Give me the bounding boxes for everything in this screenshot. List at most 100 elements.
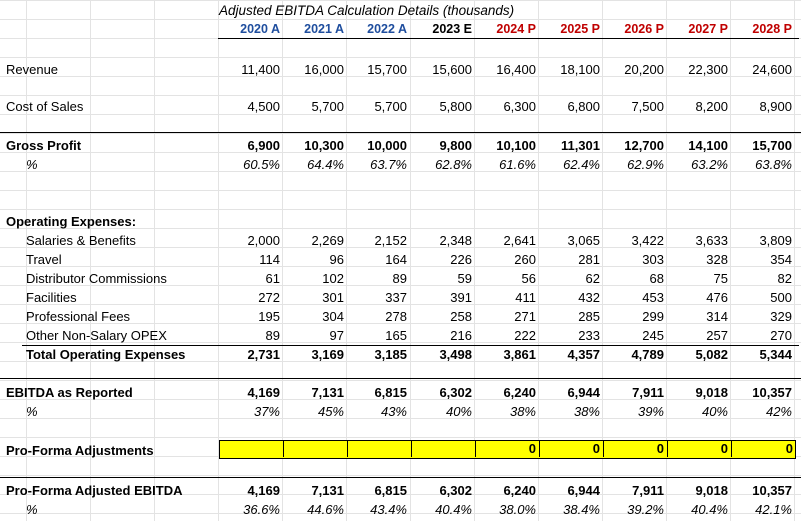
opex-item-2-value-6: 68 [649,271,664,286]
gross-profit-row-value-8: 15,700 [752,138,792,153]
opex-item-3-value-5: 432 [578,290,600,305]
proforma-adjustment-value-5: 0 [592,441,600,456]
proforma-adjustments-input-row[interactable]: 0 0 0 0 0 [219,440,796,459]
proforma-adjustment-cell-0[interactable] [220,441,284,457]
proforma-ebitda-row-value-1: 7,131 [311,483,344,498]
gross-profit-row-value-0: 6,900 [247,138,280,153]
proforma-adjustment-value-1 [284,441,344,457]
opex-item-3-value-3: 391 [450,290,472,305]
proforma-ebitda-row-value-2: 6,815 [374,483,407,498]
proforma-ebitda-pct-row-label: % [26,502,38,517]
ebitda-reported-row-value-0: 4,169 [247,385,280,400]
opex-item-0-value-6: 3,422 [631,233,664,248]
opex-item-2-value-1: 102 [322,271,344,286]
opex-item-2-value-4: 56 [521,271,536,286]
ebitda-reported-row-value-2: 6,815 [374,385,407,400]
proforma-adjustment-value-6: 0 [656,441,664,456]
proforma-adjustment-cell-7[interactable] [668,441,732,457]
total-opex-row-value-8: 5,344 [759,347,792,362]
total-opex-row-value-2: 3,185 [374,347,407,362]
cost-of-sales-row-value-6: 7,500 [631,99,664,114]
gross-profit-pct-row-value-6: 62.9% [627,157,664,172]
opex-item-4-value-6: 299 [642,309,664,324]
gross-profit-pct-row-value-3: 62.8% [435,157,472,172]
gross-profit-pct-row-value-1: 64.4% [307,157,344,172]
column-header-2: 2022 A [367,22,407,36]
proforma-ebitda-pct-row-value-4: 38.0% [499,502,536,517]
revenue-row-value-4: 16,400 [496,62,536,77]
ebitda-reported-row-value-5: 6,944 [567,385,600,400]
proforma-ebitda-row-value-4: 6,240 [503,483,536,498]
opex-item-0-value-4: 2,641 [503,233,536,248]
column-header-0: 2020 A [240,22,280,36]
opex-item-3-label: Facilities [26,290,77,305]
opex-item-0-label: Salaries & Benefits [26,233,136,248]
cost-of-sales-row-value-1: 5,700 [311,99,344,114]
proforma-adjustments-label: Pro-Forma Adjustments [6,443,154,458]
ebitda-reported-row-label: EBITDA as Reported [6,385,133,400]
opex-item-2-value-8: 82 [777,271,792,286]
opex-item-2-label: Distributor Commissions [26,271,167,286]
opex-item-0-value-8: 3,809 [759,233,792,248]
gross-profit-rule [0,132,801,133]
gross-profit-row-value-2: 10,000 [367,138,407,153]
proforma-adjustment-cell-4[interactable] [476,441,540,457]
proforma-ebitda-pct-row-value-8: 42.1% [755,502,792,517]
opex-item-1-label: Travel [26,252,62,267]
opex-item-4-value-1: 304 [322,309,344,324]
proforma-adjustment-value-8: 0 [785,441,793,456]
opex-item-3-value-6: 453 [642,290,664,305]
total-opex-row-value-7: 5,082 [695,347,728,362]
opex-item-4-value-3: 258 [450,309,472,324]
opex-item-5-value-5: 233 [578,328,600,343]
opex-item-5-value-6: 245 [642,328,664,343]
proforma-adjustment-cell-2[interactable] [348,441,412,457]
ebitda-reported-row-value-1: 7,131 [311,385,344,400]
column-header-6: 2026 P [624,22,664,36]
ebitda-reported-pct-row-value-0: 37% [253,404,280,419]
opex-item-2-value-7: 75 [713,271,728,286]
proforma-ebitda-rule [0,477,801,478]
opex-item-3-value-2: 337 [385,290,407,305]
total-opex-row-value-4: 3,861 [503,347,536,362]
proforma-adjustment-value-7: 0 [720,441,728,456]
opex-item-4-value-8: 329 [770,309,792,324]
proforma-ebitda-pct-row-value-5: 38.4% [563,502,600,517]
revenue-row-label: Revenue [6,62,59,77]
opex-item-2-value-5: 62 [585,271,600,286]
total-opex-row-value-1: 3,169 [311,347,344,362]
proforma-ebitda-pct-row-value-3: 40.4% [435,502,472,517]
proforma-adjustment-value-2 [348,441,408,457]
ebitda-reported-row-value-3: 6,302 [439,385,472,400]
proforma-adjustment-cell-5[interactable] [540,441,604,457]
proforma-adjustment-cell-3[interactable] [412,441,476,457]
cost-of-sales-row-value-2: 5,700 [374,99,407,114]
proforma-adjustment-value-3 [412,441,472,457]
revenue-row-value-3: 15,600 [432,62,472,77]
opex-item-5-value-1: 97 [329,328,344,343]
gross-profit-row-value-6: 12,700 [624,138,664,153]
opex-item-2-value-2: 89 [392,271,407,286]
proforma-adjustment-cell-6[interactable] [604,441,668,457]
opex-item-4-value-7: 314 [706,309,728,324]
gross-profit-pct-row-value-0: 60.5% [243,157,280,172]
gross-profit-pct-row-label: % [26,157,38,172]
total-opex-row-value-3: 3,498 [439,347,472,362]
opex-item-0-value-3: 2,348 [439,233,472,248]
column-header-8: 2028 P [752,22,792,36]
opex-item-5-value-7: 257 [706,328,728,343]
gross-profit-pct-row-value-2: 63.7% [370,157,407,172]
column-header-5: 2025 P [560,22,600,36]
proforma-ebitda-row-value-0: 4,169 [247,483,280,498]
cost-of-sales-row-value-4: 6,300 [503,99,536,114]
opex-item-5-value-8: 270 [770,328,792,343]
revenue-row-value-0: 11,400 [241,62,280,77]
proforma-adjustment-cell-1[interactable] [284,441,348,457]
column-header-3: 2023 E [432,22,472,36]
opex-item-5-value-2: 165 [385,328,407,343]
proforma-adjustment-value-0 [220,441,280,457]
cost-of-sales-row-value-8: 8,900 [759,99,792,114]
ebitda-reported-pct-row-label: % [26,404,38,419]
ebitda-reported-row-value-4: 6,240 [503,385,536,400]
